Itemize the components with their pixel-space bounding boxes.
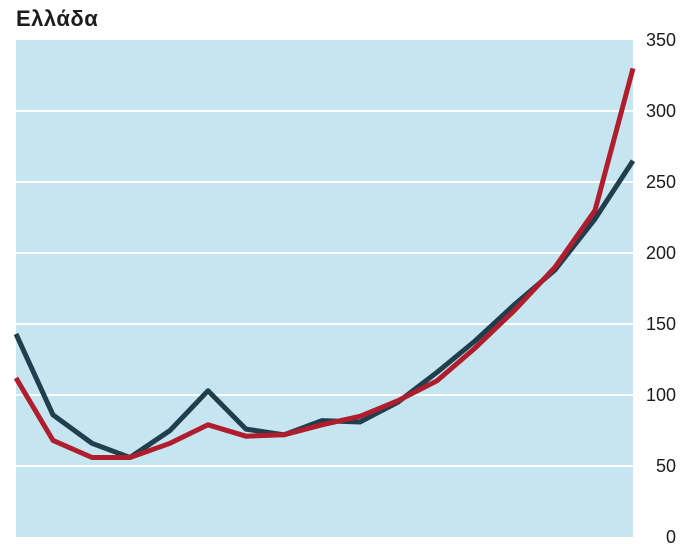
- chart-title: Ελλάδα: [16, 6, 99, 31]
- y-tick-label: 350: [646, 30, 676, 50]
- y-tick-label: 100: [646, 385, 676, 405]
- plot-area: [16, 40, 633, 537]
- y-tick-label: 200: [646, 243, 676, 263]
- y-tick-label: 0: [666, 527, 676, 544]
- series-line-2: [13, 67, 636, 460]
- y-tick-label: 50: [656, 456, 676, 476]
- y-tick-label: 150: [646, 314, 676, 334]
- y-tick-label: 250: [646, 172, 676, 192]
- y-tick-label: 300: [646, 101, 676, 121]
